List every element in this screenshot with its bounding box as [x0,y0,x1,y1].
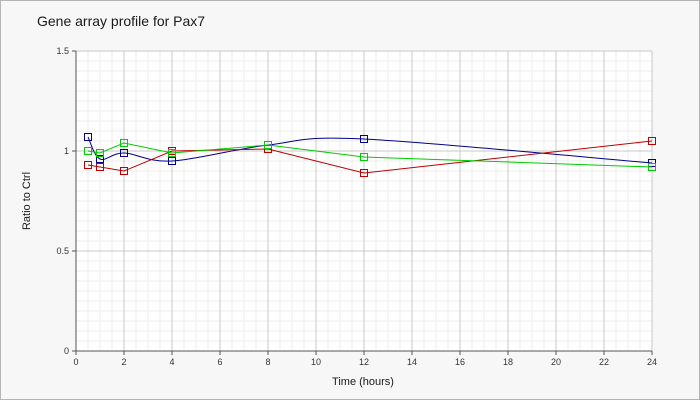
chart-title: Gene array profile for Pax7 [37,13,205,29]
x-tick-label: 10 [311,357,321,367]
x-tick-label: 6 [217,357,222,367]
x-tick-label: 0 [73,357,78,367]
data-point-series-2 [360,169,368,177]
data-point-series-2 [120,167,128,175]
x-tick-label: 14 [407,357,417,367]
x-tick-label: 20 [551,357,561,367]
x-tick-label: 8 [265,357,270,367]
data-point-series-1 [120,149,128,157]
y-tick-label: 0 [64,346,69,356]
data-point-series-1 [360,135,368,143]
data-point-series-3 [264,141,272,149]
data-point-series-1 [96,155,104,163]
y-tick-label: 0.5 [56,246,69,256]
data-point-series-3 [168,149,176,157]
x-tick-label: 18 [503,357,513,367]
data-point-series-2 [84,161,92,169]
x-tick-label: 24 [647,357,657,367]
x-axis-label: Time (hours) [332,376,394,388]
x-tick-label: 4 [169,357,174,367]
series-line-2 [87,140,653,174]
data-point-series-3 [120,139,128,147]
y-tick-label: 1 [64,146,69,156]
x-tick-label: 2 [121,357,126,367]
series-line-3 [87,142,653,168]
x-tick-label: 22 [599,357,609,367]
x-tick-label: 16 [455,357,465,367]
y-axis-label: Ratio to Ctrl [21,172,33,230]
data-point-series-1 [84,133,92,141]
x-tick-label: 12 [359,357,369,367]
y-tick-label: 1.5 [56,46,69,56]
data-point-series-3 [360,153,368,161]
data-point-series-3 [84,147,92,155]
data-point-series-2 [648,137,656,145]
data-point-series-2 [96,163,104,171]
data-point-series-3 [96,149,104,157]
data-point-series-1 [168,157,176,165]
data-point-series-3 [648,163,656,171]
